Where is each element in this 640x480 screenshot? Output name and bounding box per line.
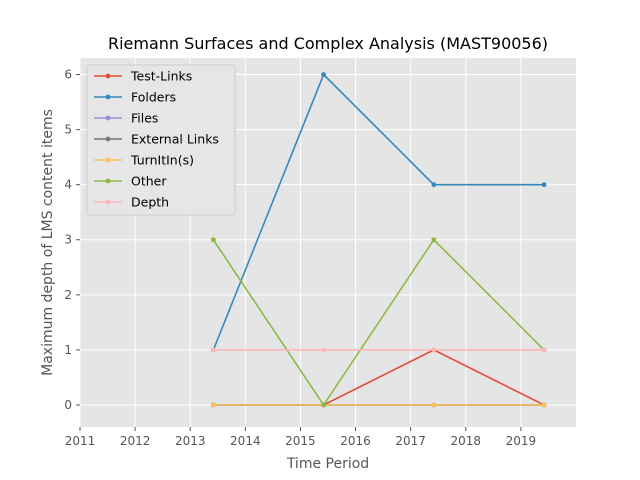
- series-line-other: [212, 238, 545, 407]
- data-point-folders: [321, 72, 326, 77]
- x-tick-label: 2017: [395, 434, 426, 448]
- data-point-other: [321, 402, 326, 408]
- data-point-depth: [210, 347, 216, 353]
- legend-marker: [105, 94, 111, 100]
- legend-item-test-links: Test-Links: [94, 69, 192, 84]
- data-point-depth: [541, 347, 547, 353]
- legend-marker: [105, 178, 111, 184]
- data-point-folders: [431, 182, 437, 188]
- y-tick-label: 6: [64, 68, 72, 82]
- legend-marker: [105, 73, 111, 79]
- data-point-turnitin-s: [431, 402, 437, 408]
- y-axis-label: Maximum depth of LMS content items: [40, 109, 56, 376]
- legend-label: TurnItIn(s): [130, 153, 194, 168]
- y-tick-label: 3: [64, 233, 72, 247]
- x-tick-label: 2012: [120, 434, 151, 448]
- y-tick-label: 2: [64, 288, 72, 302]
- series-other: [210, 237, 547, 408]
- data-point-depth: [431, 347, 437, 353]
- legend-item-folders: Folders: [94, 90, 176, 105]
- legend-marker: [105, 115, 111, 121]
- legend-label: Folders: [131, 90, 176, 105]
- x-tick-label: 2016: [340, 434, 371, 448]
- x-axis-label: Time Period: [286, 456, 369, 472]
- series-layer: [210, 72, 547, 408]
- legend: Test-Links Folders Files External Links Turn…: [86, 64, 236, 216]
- legend-marker: [105, 157, 111, 163]
- series-line-folders: [212, 73, 545, 351]
- legend-box: [86, 64, 236, 216]
- legend-label: Other: [131, 174, 167, 189]
- y-tick-label: 1: [64, 343, 72, 357]
- data-point-other: [431, 237, 437, 243]
- x-tick-label: 2015: [285, 434, 316, 448]
- data-point-folders: [541, 182, 547, 188]
- data-point-other: [210, 237, 216, 243]
- legend-item-depth: Depth: [94, 195, 169, 210]
- legend-marker: [105, 136, 111, 142]
- legend-item-other: Other: [94, 174, 167, 189]
- legend-item-files: Files: [94, 111, 158, 126]
- legend-label: Test-Links: [130, 69, 192, 84]
- x-tick-label: 2013: [175, 434, 206, 448]
- y-tick-label: 4: [64, 178, 72, 192]
- y-tick-label: 5: [64, 123, 72, 137]
- chart-title: Riemann Surfaces and Complex Analysis (M…: [108, 34, 548, 53]
- legend-item-external-links: External Links: [94, 132, 219, 147]
- legend-label: External Links: [131, 132, 219, 147]
- x-axis-ticks: 2011 2012 2013 2014 2015 2016 2017 2018 2019: [65, 427, 536, 448]
- legend-item-turnitin-s: TurnItIn(s): [94, 153, 194, 168]
- x-tick-label: 2011: [65, 434, 96, 448]
- legend-label: Files: [131, 111, 158, 126]
- x-tick-label: 2014: [230, 434, 261, 448]
- legend-marker: [105, 199, 111, 205]
- x-tick-label: 2019: [506, 434, 537, 448]
- series-depth: [210, 347, 547, 353]
- data-point-turnitin-s: [210, 402, 216, 408]
- y-tick-label: 0: [64, 398, 72, 412]
- x-tick-label: 2018: [451, 434, 482, 448]
- y-axis-ticks: 0 1 2 3 4 5 6: [64, 68, 80, 412]
- data-point-depth: [321, 347, 326, 353]
- legend-label: Depth: [131, 195, 169, 210]
- data-point-turnitin-s: [541, 402, 547, 408]
